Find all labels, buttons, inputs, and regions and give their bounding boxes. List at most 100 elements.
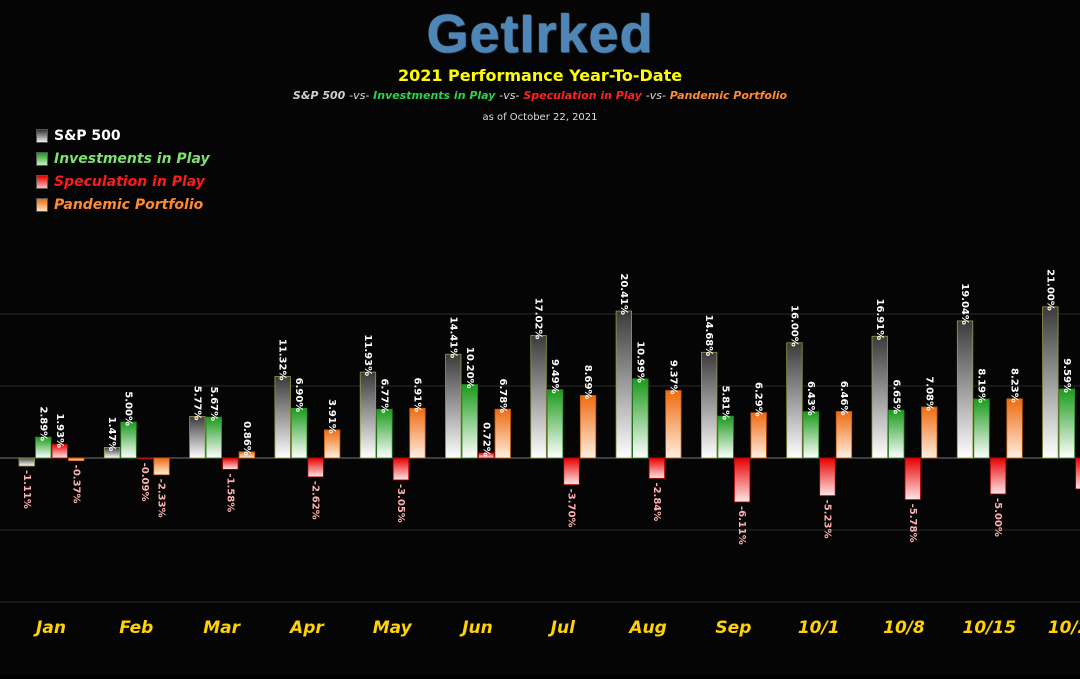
legend-label-speculation: Speculation in Play [54, 173, 205, 190]
bar-3-10 [921, 406, 938, 459]
legend: S&P 500 Investments in Play Speculation … [36, 124, 210, 216]
bar-1-1 [120, 421, 137, 459]
data-label-3-5: 6.78% [497, 378, 508, 413]
data-label-3-7: 9.37% [667, 360, 678, 395]
bar-1-9 [802, 411, 820, 459]
data-label-0-5: 14.41% [447, 317, 458, 359]
bar-1-0 [35, 436, 52, 459]
legend-label-sp500: S&P 500 [54, 127, 121, 144]
bar-0-12 [1042, 306, 1059, 459]
bar-2-1 [136, 457, 154, 460]
legend-swatch-speculation [36, 174, 48, 189]
data-label-2-6: -3.70% [566, 489, 577, 528]
bar-1-8 [717, 415, 734, 459]
bar-1-12 [1058, 388, 1075, 459]
legend-item-speculation: Speculation in Play [36, 170, 210, 193]
category-label-10: 10/8 [883, 618, 925, 638]
bar-0-3 [274, 376, 291, 459]
bar-0-4 [359, 371, 377, 459]
bar-1-11 [973, 398, 990, 459]
chart-title: 2021 Performance Year-To-Date [397, 66, 683, 85]
data-label-3-0: -0.37% [70, 465, 81, 504]
data-label-1-11: 8.19% [976, 368, 987, 403]
category-labels: Jan Feb Mar Apr May Jun Jul Aug Sep 10/1 10/8 10/15… [33, 618, 1080, 638]
data-label-1-3: 6.90% [293, 378, 304, 413]
data-label-2-5: 0.72% [480, 422, 491, 457]
data-label-2-8: -6.11% [736, 506, 747, 545]
data-label-3-1: -2.33% [156, 479, 167, 518]
data-label-1-6: 9.49% [549, 359, 560, 394]
category-label-7: Aug [627, 618, 666, 638]
bar-3-6 [579, 395, 597, 459]
bar-3-5 [494, 408, 511, 459]
category-label-6: Jul [548, 618, 576, 638]
data-label-1-7: 10.99% [634, 341, 645, 383]
legend-item-pandemic: Pandemic Portfolio [36, 193, 210, 216]
bar-0-5 [445, 353, 462, 459]
bar-2-12 [1075, 457, 1080, 490]
data-label-1-4: 6.77% [378, 379, 389, 414]
data-label-0-3: 11.32% [277, 339, 288, 381]
data-label-2-11: -5.00% [992, 498, 1003, 537]
data-label-3-8: 6.29% [753, 382, 764, 417]
bar-2-7 [648, 457, 665, 479]
bar-1-4 [376, 408, 393, 459]
data-label-0-0: -1.11% [21, 470, 32, 509]
bar-3-0 [68, 457, 85, 462]
data-label-0-7: 20.41% [618, 273, 629, 315]
category-label-12: 10/22 [1048, 618, 1080, 638]
subtitle-vs-1: -vs- [349, 89, 370, 102]
bar-2-6 [563, 457, 580, 486]
data-label-1-12: 9.59% [1061, 358, 1072, 393]
bar-2-9 [819, 457, 836, 497]
bar-3-1 [153, 457, 170, 476]
data-label-3-2: 0.86% [241, 421, 252, 456]
bar-1-10 [888, 409, 905, 459]
bar-1-3 [290, 407, 308, 459]
data-label-1-5: 10.20% [464, 347, 475, 389]
data-label-2-2: -1.58% [224, 473, 235, 512]
bar-2-8 [734, 457, 751, 503]
data-label-0-10: 16.91% [874, 299, 885, 341]
bar-3-2 [238, 451, 256, 459]
category-label-2: Mar [203, 618, 241, 638]
bar-2-0 [51, 443, 68, 459]
legend-label-investments: Investments in Play [54, 150, 210, 167]
data-label-0-2: 5.77% [191, 386, 202, 421]
category-label-4: May [373, 618, 413, 638]
bar-2-4 [392, 457, 410, 481]
subtitle-vs-2: -vs- [499, 89, 520, 102]
bar-1-6 [546, 389, 564, 459]
data-label-3-11: 8.23% [1009, 368, 1020, 403]
data-label-1-10: 6.65% [890, 379, 901, 414]
category-label-8: Sep [715, 618, 751, 638]
legend-label-pandemic: Pandemic Portfolio [54, 196, 204, 213]
bar-0-9 [786, 342, 803, 459]
bar-2-2 [222, 457, 239, 470]
data-label-0-4: 11.93% [362, 334, 373, 376]
legend-item-investments: Investments in Play [36, 147, 210, 170]
category-label-5: Jun [459, 618, 493, 638]
bar-3-9 [835, 411, 853, 459]
data-label-3-9: 6.46% [838, 381, 849, 416]
bar-2-10 [904, 457, 921, 501]
data-label-0-9: 16.00% [788, 305, 799, 347]
data-label-3-6: 8.69% [582, 365, 593, 400]
as-of-date: as of October 22, 2021 [482, 112, 598, 123]
bar-1-2 [205, 416, 223, 459]
category-label-1: Feb [119, 618, 153, 638]
category-label-0: Jan [33, 618, 66, 638]
bar-0-10 [871, 335, 888, 459]
data-label-2-9: -5.23% [821, 500, 832, 539]
bar-3-3 [323, 429, 341, 459]
bar-0-6 [530, 335, 547, 459]
data-label-0-6: 17.02% [533, 298, 544, 340]
category-label-3: Apr [288, 618, 325, 638]
legend-swatch-pandemic [36, 197, 48, 212]
data-label-3-10: 7.08% [923, 376, 934, 411]
bar-0-11 [956, 320, 974, 459]
bar-0-2 [189, 416, 206, 459]
data-label-2-10: -5.78% [907, 504, 918, 543]
